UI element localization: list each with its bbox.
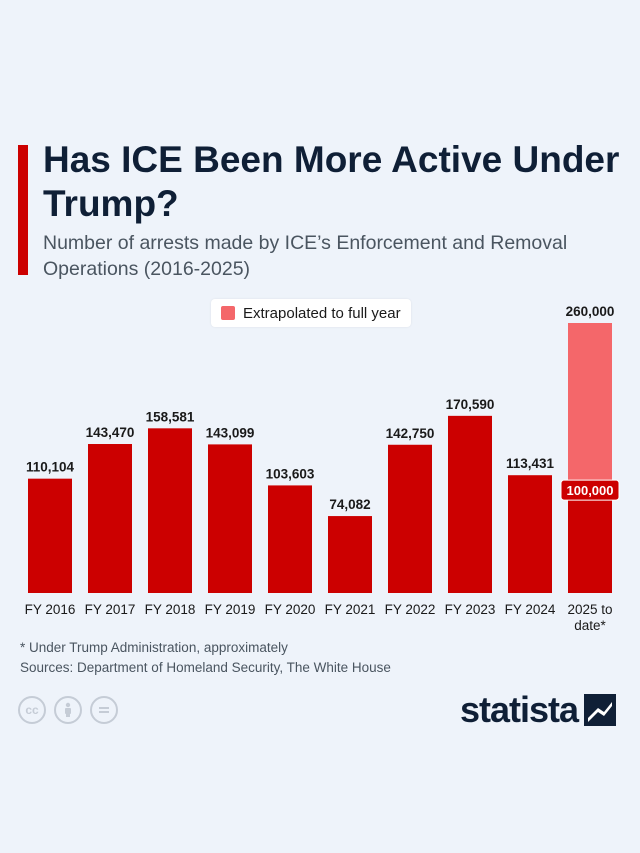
statista-logo[interactable]: statista [460,689,617,730]
data-label: 158,581 [146,409,195,424]
attribution-icon [54,696,82,724]
x-tick-label: FY 2018 [145,602,196,617]
data-label: 143,470 [86,425,135,440]
x-tick-label: FY 2024 [505,602,556,617]
x-tick-label: 2025 to [567,602,612,617]
legend-swatch-extrapolated [221,306,235,320]
data-label: 103,603 [266,466,315,481]
data-label-badge [560,479,620,501]
cc-icon: cc [18,696,46,724]
data-label: 143,099 [206,425,255,440]
chart-subtitle: Number of arrests made by ICE’s Enforcem… [43,232,568,280]
legend: Extrapolated to full year [211,299,411,327]
sources: Sources: Department of Homeland Security… [20,660,391,675]
x-tick-label-continued: date* [574,618,606,633]
x-tick-label: FY 2020 [265,602,316,617]
bar [88,444,132,593]
bar [328,516,372,593]
footnote: * Under Trump Administration, approximat… [20,640,288,655]
data-label: 100,000 [567,483,614,498]
bar [388,444,432,593]
x-tick-label: FY 2022 [385,602,436,617]
bar [508,475,552,593]
logo-text: statista [460,689,579,730]
bar [148,428,192,593]
bar [268,485,312,593]
equals-icon [99,707,109,713]
data-label-extrapolated: 260,000 [566,304,615,319]
chart-title: Has ICE Been More Active Under Trump? [43,139,620,224]
data-label: 170,590 [446,397,495,412]
data-label: 142,750 [386,426,435,441]
x-tick-label: FY 2019 [205,602,256,617]
bar [28,478,72,593]
statista-mark-icon [584,694,617,726]
x-tick-label: FY 2023 [445,602,496,617]
title-accent-bar [18,145,28,275]
bar [208,444,252,593]
data-label: 113,431 [506,456,555,471]
person-icon [65,702,71,717]
data-label: 74,082 [329,497,370,512]
no-derivatives-icon [90,696,118,724]
bar [568,489,612,593]
bar-chart: 260,000 110,104 143,470 158,581 143,099 103,6… [25,304,620,633]
bar [448,415,492,593]
data-label: 110,104 [26,460,75,475]
legend-label: Extrapolated to full year [243,304,401,322]
license-icons: cc [18,696,118,724]
x-tick-label: FY 2016 [25,602,76,617]
x-tick-label: FY 2017 [85,602,136,617]
x-tick-label: FY 2021 [325,602,376,617]
